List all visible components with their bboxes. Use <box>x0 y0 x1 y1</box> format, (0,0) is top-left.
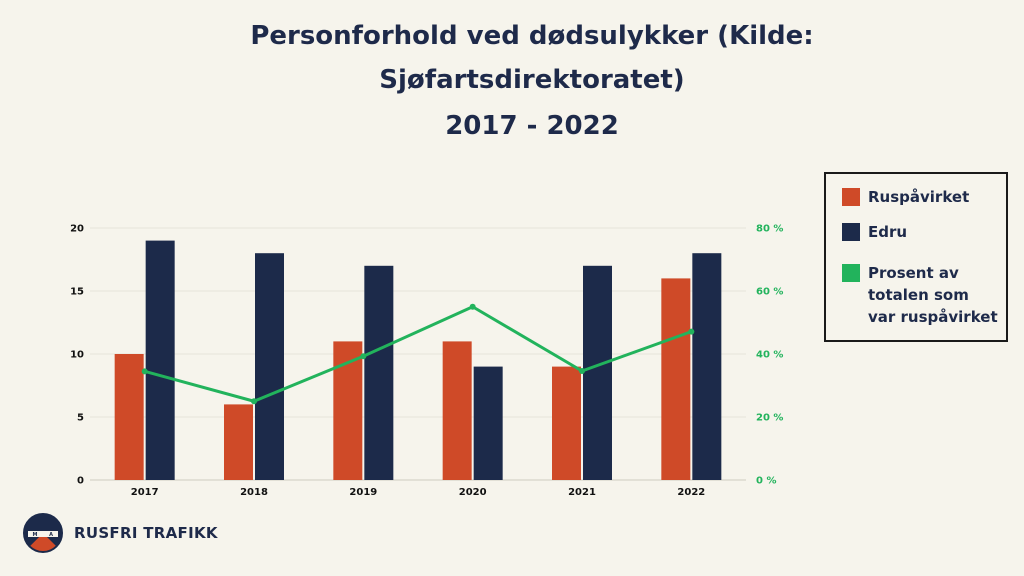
title-years: 2017 - 2022 <box>445 111 619 141</box>
bar-ruspavirket <box>333 341 363 480</box>
point-prosent <box>141 368 148 375</box>
rusfri-trafikk-logo-icon: M A <box>23 513 63 553</box>
y2-tick-label: 40 % <box>756 350 783 361</box>
bar-edru <box>583 265 612 480</box>
point-prosent <box>251 398 257 405</box>
chart-title: Personforhold ved dødsulykker (Kilde: Sj… <box>200 14 864 148</box>
legend-swatch-ruspavirket <box>842 188 860 206</box>
title-line-2: Sjøfartsdirektoratet) <box>379 65 685 95</box>
title-line-1: Personforhold ved dødsulykker (Kilde: <box>250 21 814 51</box>
bar-ruspavirket <box>661 278 691 480</box>
legend-label-prosent: Prosent av totalen som var ruspåvirket <box>868 262 998 328</box>
legend-item-edru: Edru <box>842 221 907 243</box>
point-prosent <box>579 368 585 375</box>
x-tick-label: 2018 <box>240 487 268 498</box>
x-tick-label: 2022 <box>677 487 705 498</box>
brand-name: RUSFRI TRAFIKK <box>74 524 218 542</box>
y-tick-label: 20 <box>70 224 84 235</box>
y2-tick-label: 0 % <box>756 476 776 487</box>
legend-swatch-edru <box>842 223 860 241</box>
y2-tick-label: 60 % <box>756 287 783 298</box>
point-prosent <box>360 353 367 360</box>
bar-ruspavirket <box>114 354 144 480</box>
bar-edru <box>692 253 722 480</box>
y2-tick-label: 80 % <box>756 224 783 235</box>
point-prosent <box>469 303 476 310</box>
svg-text:M: M <box>33 532 38 538</box>
y-tick-label: 15 <box>70 287 84 298</box>
x-tick-label: 2019 <box>349 487 377 498</box>
x-tick-label: 2017 <box>131 487 159 498</box>
y-tick-label: 5 <box>77 413 84 424</box>
chart: 0 5 10 15 20 0 % 20 % 40 % 60 % 80 % 2017 2018 2019 2… <box>70 224 783 499</box>
bar-edru <box>364 265 394 480</box>
y-tick-label: 10 <box>70 350 84 361</box>
legend: Ruspåvirket Edru Prosent av totalen som … <box>824 172 1008 342</box>
legend-label-prosent-line-1: Prosent av <box>868 264 959 282</box>
x-tick-label: 2020 <box>459 487 487 498</box>
x-tick-label: 2021 <box>568 487 596 498</box>
bar-edru <box>145 240 175 480</box>
legend-item-ruspavirket: Ruspåvirket <box>842 186 969 208</box>
line-prosent <box>144 305 692 403</box>
legend-label-ruspavirket: Ruspåvirket <box>868 188 970 206</box>
bar-edru <box>473 366 503 480</box>
bar-ruspavirket <box>442 341 472 480</box>
legend-label-prosent-line-3: var ruspåvirket <box>868 308 998 326</box>
legend-label-prosent-line-2: totalen som <box>868 286 969 304</box>
point-prosent <box>688 328 695 335</box>
svg-text:A: A <box>49 532 53 538</box>
legend-swatch-prosent <box>842 264 860 282</box>
y2-tick-label: 20 % <box>756 413 783 424</box>
legend-label-edru: Edru <box>868 223 908 241</box>
y-tick-label: 0 <box>77 476 84 487</box>
bar-ruspavirket <box>224 404 253 480</box>
legend-item-prosent: Prosent av totalen som var ruspåvirket <box>842 262 998 328</box>
bar-edru <box>255 253 284 480</box>
brand: M A RUSFRI TRAFIKK <box>22 512 218 554</box>
bar-ruspavirket <box>552 366 581 480</box>
